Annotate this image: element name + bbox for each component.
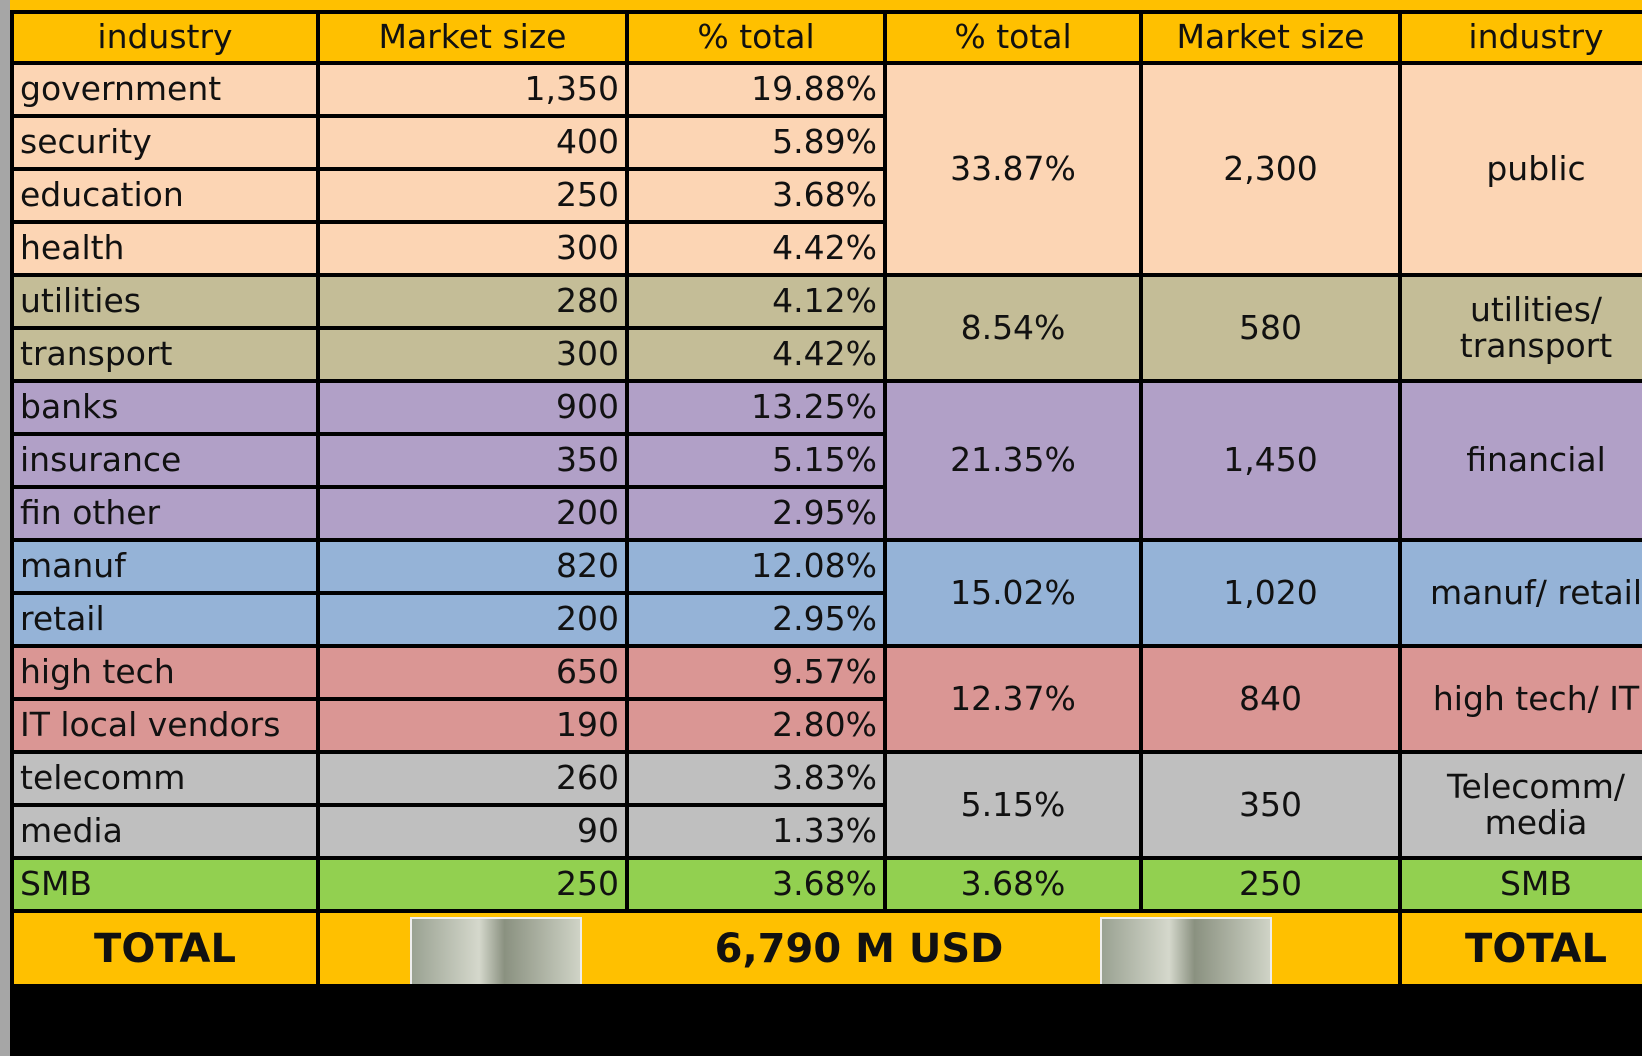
group-size-cell: 840 [1141, 646, 1400, 752]
group-pct-cell: 12.37% [885, 646, 1141, 752]
pct-cell: 5.15% [627, 434, 885, 487]
group-pct-cell: 8.54% [885, 275, 1141, 381]
industry-cell: media [12, 805, 318, 858]
total-text: 6,790 M USD [715, 926, 1004, 972]
header-cell: industry [1400, 12, 1642, 63]
group-pct-cell: 21.35% [885, 381, 1141, 540]
pct-cell: 3.83% [627, 752, 885, 805]
group-size-cell: 350 [1141, 752, 1400, 858]
sheet: industry Market size % total % total Mar… [10, 0, 1642, 1056]
size-cell: 250 [318, 169, 627, 222]
size-cell: 90 [318, 805, 627, 858]
pct-cell: 2.95% [627, 487, 885, 540]
data-row: government1,35019.88%33.87%2,300public [12, 63, 1642, 116]
pct-cell: 2.80% [627, 699, 885, 752]
group-size-cell: 250 [1141, 858, 1400, 911]
group-pct-cell: 15.02% [885, 540, 1141, 646]
industry-cell: fin other [12, 487, 318, 540]
title-strip [10, 0, 1642, 10]
header-cell: % total [885, 12, 1141, 63]
group-name-cell: Telecomm/ media [1400, 752, 1642, 858]
industry-cell: banks [12, 381, 318, 434]
size-cell: 260 [318, 752, 627, 805]
group-size-cell: 1,020 [1141, 540, 1400, 646]
group-pct-cell: 5.15% [885, 752, 1141, 858]
industry-cell: telecomm [12, 752, 318, 805]
total-label: TOTAL [12, 911, 318, 986]
pct-cell: 5.89% [627, 116, 885, 169]
pct-cell: 1.33% [627, 805, 885, 858]
header-cell: industry [12, 12, 318, 63]
industry-cell: SMB [12, 858, 318, 911]
industry-cell: high tech [12, 646, 318, 699]
pct-cell: 19.88% [627, 63, 885, 116]
industry-cell: utilities [12, 275, 318, 328]
pct-cell: 12.08% [627, 540, 885, 593]
industry-cell: government [12, 63, 318, 116]
size-cell: 650 [318, 646, 627, 699]
group-pct-cell: 3.68% [885, 858, 1141, 911]
size-cell: 190 [318, 699, 627, 752]
group-name-cell: manuf/ retail [1400, 540, 1642, 646]
size-cell: 300 [318, 222, 627, 275]
pct-cell: 13.25% [627, 381, 885, 434]
size-cell: 400 [318, 116, 627, 169]
group-pct-cell: 33.87% [885, 63, 1141, 275]
page: industry Market size % total % total Mar… [0, 0, 1642, 1056]
industry-cell: transport [12, 328, 318, 381]
size-cell: 900 [318, 381, 627, 434]
total-row: TOTAL 6,790 M USD TOTAL [12, 911, 1642, 986]
pct-cell: 4.12% [627, 275, 885, 328]
header-cell: Market size [318, 12, 627, 63]
pct-cell: 9.57% [627, 646, 885, 699]
industry-cell: manuf [12, 540, 318, 593]
group-name-cell: high tech/ IT [1400, 646, 1642, 752]
industry-cell: security [12, 116, 318, 169]
size-cell: 200 [318, 593, 627, 646]
industry-cell: IT local vendors [12, 699, 318, 752]
size-cell: 200 [318, 487, 627, 540]
pct-cell: 2.95% [627, 593, 885, 646]
total-value: 6,790 M USD [318, 911, 1400, 986]
pct-cell: 3.68% [627, 169, 885, 222]
pct-cell: 4.42% [627, 222, 885, 275]
market-table: industry Market size % total % total Mar… [10, 10, 1642, 988]
industry-cell: retail [12, 593, 318, 646]
group-size-cell: 580 [1141, 275, 1400, 381]
header-row: industry Market size % total % total Mar… [12, 12, 1642, 63]
size-cell: 300 [318, 328, 627, 381]
size-cell: 250 [318, 858, 627, 911]
industry-cell: health [12, 222, 318, 275]
header-cell: % total [627, 12, 885, 63]
group-name-cell: utilities/ transport [1400, 275, 1642, 381]
size-cell: 1,350 [318, 63, 627, 116]
group-name-cell: financial [1400, 381, 1642, 540]
dollar-bill [410, 917, 582, 986]
size-cell: 280 [318, 275, 627, 328]
group-size-cell: 2,300 [1141, 63, 1400, 275]
industry-cell: insurance [12, 434, 318, 487]
header-cell: Market size [1141, 12, 1400, 63]
pct-cell: 3.68% [627, 858, 885, 911]
group-name-cell: public [1400, 63, 1642, 275]
group-name-cell: SMB [1400, 858, 1642, 911]
industry-cell: education [12, 169, 318, 222]
size-cell: 820 [318, 540, 627, 593]
dollar-bill [1100, 917, 1272, 986]
pct-cell: 4.42% [627, 328, 885, 381]
size-cell: 350 [318, 434, 627, 487]
group-size-cell: 1,450 [1141, 381, 1400, 540]
total-label: TOTAL [1400, 911, 1642, 986]
